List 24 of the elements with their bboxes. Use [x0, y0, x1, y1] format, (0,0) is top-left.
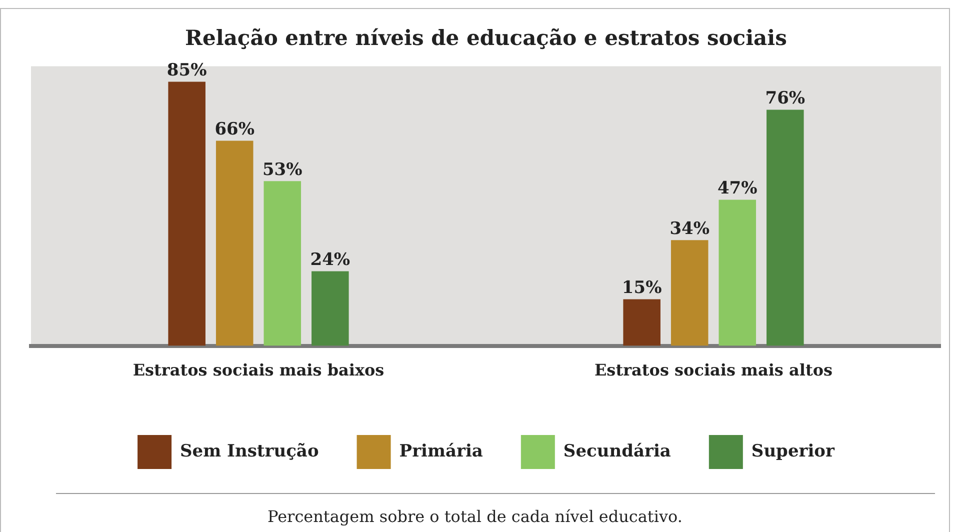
- chart-title: Relação entre níveis de educação e estratos sociais: [185, 25, 787, 50]
- bar: [168, 82, 206, 346]
- legend-label: Primária: [399, 441, 483, 462]
- data-label: 53%: [262, 160, 302, 180]
- data-label: 66%: [214, 120, 255, 140]
- legend-label: Secundária: [563, 441, 671, 462]
- data-label: 15%: [622, 278, 662, 298]
- data-label: 47%: [717, 178, 758, 199]
- bar: [670, 240, 708, 346]
- data-label: 24%: [310, 250, 350, 270]
- x-tick-label: Estratos sociais mais altos: [594, 360, 833, 380]
- data-label: 34%: [670, 219, 710, 240]
- x-tick-label: Estratos sociais mais baixos: [132, 360, 384, 380]
- data-label: 76%: [765, 88, 806, 109]
- legend-label: Sem Instrução: [180, 441, 319, 462]
- data-label: 85%: [166, 60, 207, 81]
- bar: [623, 299, 660, 346]
- legend-label: Superior: [751, 441, 836, 462]
- bar: [312, 271, 349, 346]
- text: Percentagem sobre o total de cada nível educativo.: [266, 507, 684, 526]
- bar: [216, 140, 254, 346]
- bar: [718, 200, 756, 346]
- bar: [766, 110, 804, 346]
- bar: [264, 181, 302, 346]
